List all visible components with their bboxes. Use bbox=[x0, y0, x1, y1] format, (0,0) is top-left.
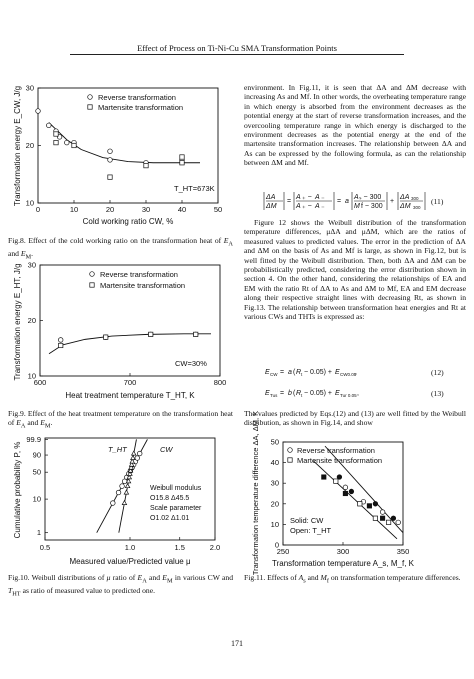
fig9-caption: Fig.9. Effect of the heat treatment temp… bbox=[8, 409, 233, 430]
svg-text:a: a bbox=[345, 198, 349, 205]
svg-text:300: 300 bbox=[411, 196, 419, 201]
svg-text:ΔA: ΔA bbox=[399, 194, 410, 201]
eq12-number: (12) bbox=[431, 368, 444, 377]
svg-text:(: ( bbox=[293, 369, 296, 376]
svg-text:E: E bbox=[265, 390, 270, 397]
svg-text:ΔM: ΔM bbox=[265, 203, 277, 210]
svg-text:₋: ₋ bbox=[321, 203, 325, 210]
svg-text:− 0.05) +: − 0.05) + bbox=[304, 390, 332, 397]
fig10-caption: Fig.10. Weibull distributions of μ ratio… bbox=[8, 573, 234, 598]
svg-text:+: + bbox=[390, 198, 394, 205]
svg-text:,: , bbox=[357, 390, 359, 397]
svg-text:a: a bbox=[288, 369, 292, 376]
svg-text:Tur 0.05: Tur 0.05 bbox=[340, 393, 357, 398]
svg-text:R: R bbox=[296, 369, 301, 376]
svg-text:=: = bbox=[337, 198, 341, 205]
paragraph-1: environment. In Fig.11, it is seen that … bbox=[244, 83, 466, 168]
svg-text:₋: ₋ bbox=[321, 194, 325, 201]
svg-text:=: = bbox=[287, 198, 291, 205]
svg-text:A: A bbox=[295, 194, 301, 201]
svg-text:− 0.05) +: − 0.05) + bbox=[304, 369, 332, 376]
svg-text:ΔM: ΔM bbox=[399, 203, 411, 210]
svg-text:R: R bbox=[296, 390, 301, 397]
svg-text:M: M bbox=[354, 203, 360, 210]
fig8-caption: Fig.8. Effect of the cold working ratio … bbox=[8, 236, 233, 261]
svg-text:(: ( bbox=[293, 390, 296, 397]
svg-text:CW0.05: CW0.05 bbox=[340, 372, 357, 377]
page-number: 171 bbox=[231, 639, 243, 648]
svg-text:ₛ − 300: ₛ − 300 bbox=[359, 194, 381, 201]
svg-text:ΔA: ΔA bbox=[265, 194, 276, 201]
eq13-number: (13) bbox=[431, 389, 444, 398]
svg-text:,: , bbox=[355, 369, 357, 376]
svg-text:t: t bbox=[301, 393, 303, 398]
svg-text:CW: CW bbox=[270, 372, 278, 377]
svg-text:=: = bbox=[280, 369, 284, 376]
header-rule bbox=[70, 54, 404, 55]
svg-text:₊ −: ₊ − bbox=[302, 194, 312, 201]
svg-text:A: A bbox=[295, 203, 301, 210]
svg-text:E: E bbox=[335, 390, 340, 397]
svg-text:t: t bbox=[301, 372, 303, 377]
svg-text:A: A bbox=[314, 194, 320, 201]
svg-text:f − 300: f − 300 bbox=[361, 203, 383, 210]
svg-text:Tus: Tus bbox=[270, 393, 278, 398]
svg-text:A: A bbox=[353, 194, 359, 201]
svg-text:=: = bbox=[280, 390, 284, 397]
svg-text:₊ −: ₊ − bbox=[302, 203, 312, 210]
svg-text:E: E bbox=[335, 369, 340, 376]
svg-text:E: E bbox=[265, 369, 270, 376]
fig11-caption: Fig.11. Effects of As and Mf on transfor… bbox=[244, 573, 461, 585]
svg-text:300: 300 bbox=[413, 205, 421, 210]
eq11-number: (11) bbox=[431, 197, 444, 206]
svg-text:b: b bbox=[288, 390, 292, 397]
paragraph-2: Figure 12 shows the Weibull distribution… bbox=[244, 218, 466, 322]
svg-text:A: A bbox=[314, 203, 320, 210]
paragraph-3: The values predicted by Eqs.(12) and (13… bbox=[244, 409, 466, 428]
running-header: Effect of Process on Ti-Ni-Cu SMA Transf… bbox=[137, 43, 337, 53]
